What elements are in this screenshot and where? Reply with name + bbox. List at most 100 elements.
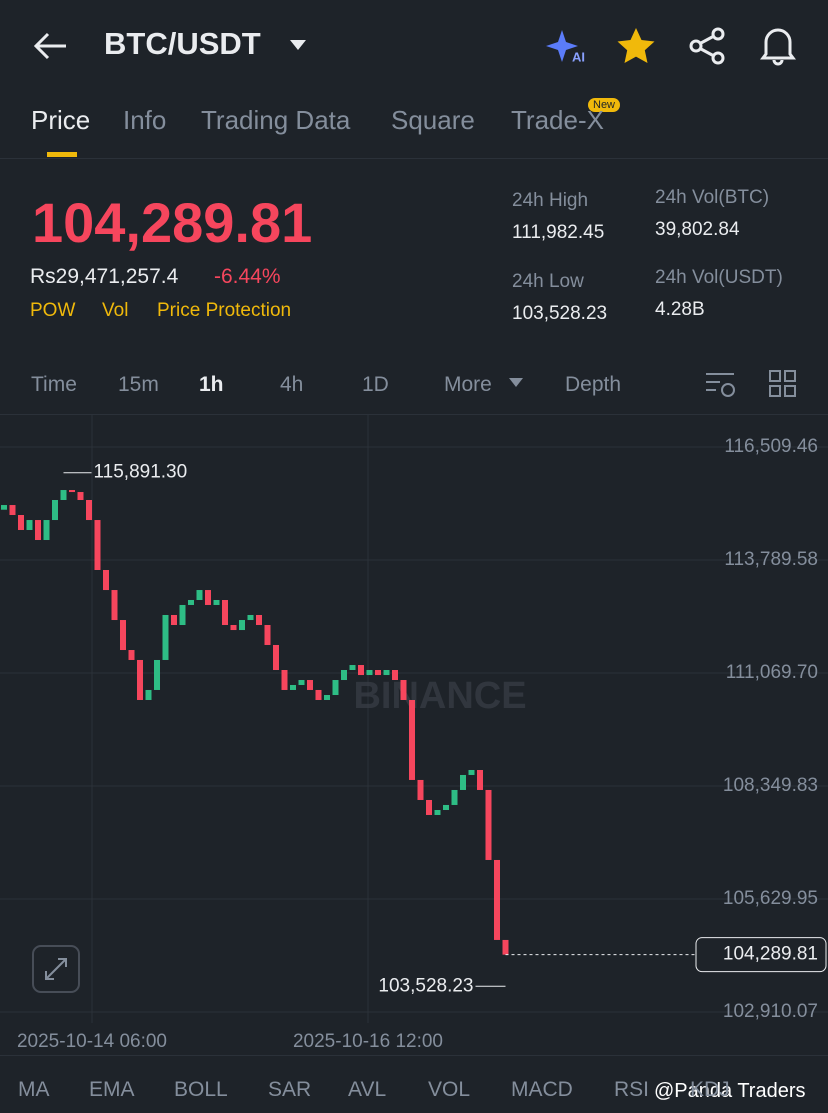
candle <box>230 625 237 631</box>
candle <box>18 514 24 530</box>
candle <box>290 684 296 690</box>
candle <box>409 699 415 780</box>
tab[interactable]: Trading Data <box>201 105 351 135</box>
candle <box>137 659 143 700</box>
candle <box>341 669 347 681</box>
share-icon[interactable] <box>688 26 728 66</box>
dropdown-icon[interactable] <box>288 38 308 52</box>
y-tick-label: 105,629.95 <box>723 888 818 909</box>
x-tick-label: 2025-10-14 06:00 <box>17 1031 167 1052</box>
stat-value: 111,982.45 <box>512 222 605 243</box>
stat-label: 24h Vol(USDT) <box>655 267 783 288</box>
y-tick-label: 102,910.07 <box>723 1001 818 1022</box>
candle <box>9 505 16 515</box>
interval[interactable]: 4h <box>280 373 304 396</box>
candle <box>60 490 67 500</box>
interval[interactable]: More <box>444 373 492 396</box>
candle <box>332 680 339 696</box>
candle <box>417 779 424 800</box>
indicator[interactable]: VOL <box>428 1078 471 1101</box>
indicator[interactable]: AVL <box>348 1078 387 1101</box>
divider <box>0 158 828 159</box>
candle <box>239 620 245 631</box>
candle <box>1 505 7 510</box>
low-label: 103,528.23 <box>378 975 473 996</box>
candle <box>35 520 41 541</box>
candle <box>366 669 373 676</box>
candle <box>443 804 449 811</box>
candle <box>247 614 254 621</box>
candle <box>434 810 441 815</box>
divider <box>0 1055 828 1056</box>
local-price: Rs29,471,257.4 <box>30 265 179 288</box>
expand-button[interactable] <box>32 945 80 993</box>
candle <box>375 669 381 676</box>
last-price-label: 104,289.81 <box>723 944 818 965</box>
candle <box>171 614 177 626</box>
candle <box>460 774 466 790</box>
interval[interactable]: Time <box>31 373 77 396</box>
back-button[interactable] <box>30 28 70 64</box>
candle <box>179 604 186 626</box>
candle <box>103 570 109 591</box>
candle <box>188 599 194 605</box>
watermark: BINANCE <box>353 675 526 717</box>
candle <box>264 625 271 645</box>
pair-title[interactable]: BTC/USDT <box>104 26 261 61</box>
candle <box>213 599 220 605</box>
candle <box>273 644 279 670</box>
tag[interactable]: POW <box>30 300 76 321</box>
tab[interactable]: Square <box>391 105 475 135</box>
indicator[interactable]: MACD <box>511 1078 573 1101</box>
last-price: 104,289.81 <box>32 191 313 254</box>
candle <box>451 789 458 805</box>
tag[interactable]: Price Protection <box>157 300 292 321</box>
candle <box>307 680 313 690</box>
tab[interactable]: Info <box>123 105 167 135</box>
candle <box>426 799 432 815</box>
alert-icon[interactable] <box>758 24 798 66</box>
interval[interactable]: 1h <box>199 373 224 396</box>
ai-icon[interactable]: AI <box>546 26 590 66</box>
interval[interactable]: 15m <box>118 373 159 396</box>
candle <box>196 590 203 600</box>
stat-label: 24h High <box>512 190 589 211</box>
tab[interactable]: Price <box>31 105 91 135</box>
chart-settings-icon[interactable] <box>704 370 738 400</box>
candle <box>485 789 492 860</box>
candle <box>154 659 160 690</box>
divider <box>0 414 828 415</box>
candle <box>128 650 135 660</box>
indicator[interactable]: EMA <box>89 1078 135 1101</box>
favorite-icon[interactable] <box>616 26 656 64</box>
candle <box>86 499 92 521</box>
indicator[interactable]: MA <box>18 1078 50 1101</box>
more-caret <box>509 378 523 387</box>
interval[interactable]: Depth <box>565 373 622 396</box>
tag[interactable]: Vol <box>102 300 129 321</box>
y-tick-label: 113,789.58 <box>724 549 818 570</box>
candle <box>392 669 398 681</box>
candle <box>145 689 152 700</box>
candle <box>94 520 101 571</box>
stat-value: 4.28B <box>655 299 705 320</box>
tab[interactable]: Trade-X <box>511 105 604 135</box>
indicator[interactable]: SAR <box>268 1078 312 1101</box>
candle <box>281 669 288 690</box>
candle <box>52 499 58 521</box>
candle <box>502 939 509 955</box>
candle <box>120 620 126 651</box>
candle <box>205 590 211 605</box>
candle <box>358 665 364 676</box>
indicator[interactable]: RSI <box>614 1078 650 1101</box>
candle <box>222 599 228 626</box>
candle <box>162 614 169 660</box>
indicator[interactable]: BOLL <box>174 1078 228 1101</box>
indicator[interactable]: KDJ <box>690 1078 730 1101</box>
interval[interactable]: 1D <box>362 373 389 396</box>
price-change: -6.44% <box>214 265 281 288</box>
credit-watermark: @Panda Traders <box>654 1080 806 1103</box>
y-tick-label: 108,349.83 <box>723 775 818 796</box>
candle <box>494 859 500 940</box>
layout-icon[interactable] <box>768 369 798 399</box>
